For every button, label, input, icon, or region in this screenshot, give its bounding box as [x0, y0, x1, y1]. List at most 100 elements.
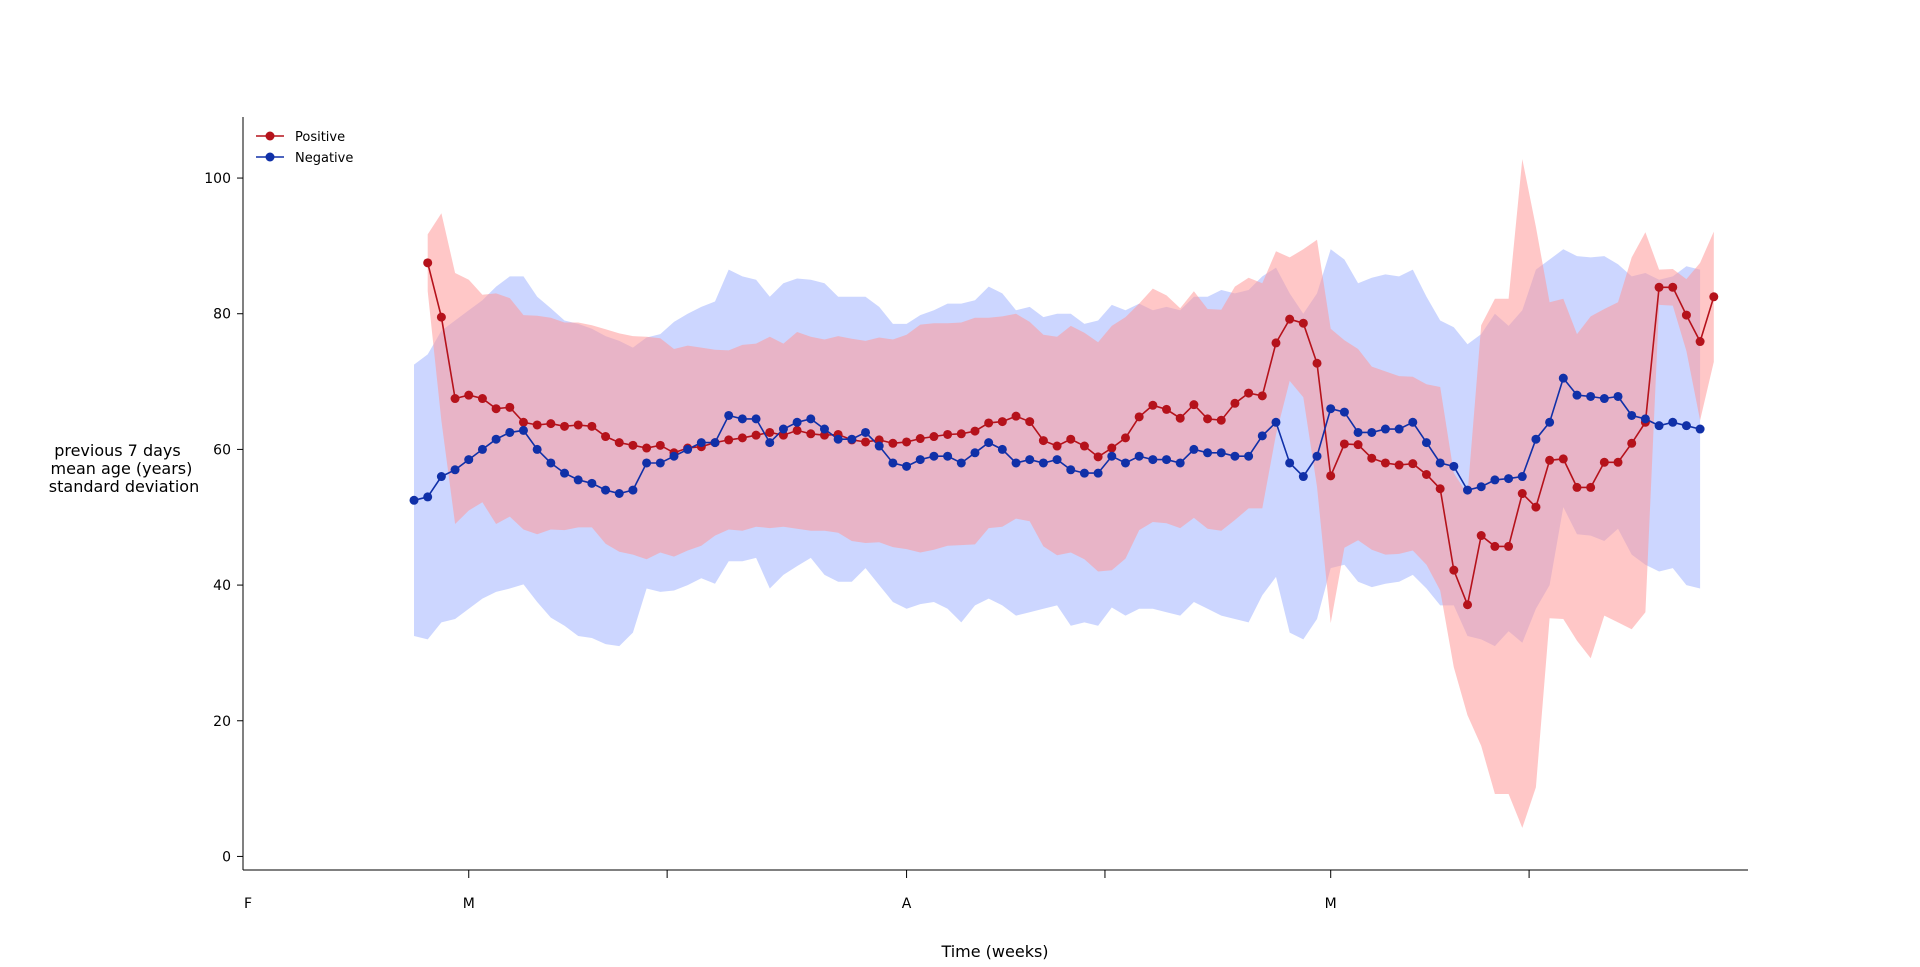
data-point-negative	[518, 425, 528, 435]
data-point-negative	[1627, 410, 1637, 420]
data-point-positive	[587, 421, 597, 431]
data-point-negative	[710, 438, 720, 448]
data-point-negative	[1079, 468, 1089, 478]
data-point-negative	[1640, 414, 1650, 424]
data-point-negative	[683, 444, 693, 454]
data-point-positive	[737, 433, 747, 443]
data-point-positive	[423, 258, 433, 268]
data-point-negative	[587, 478, 597, 488]
data-point-negative	[1572, 390, 1582, 400]
data-point-positive	[1230, 398, 1240, 408]
data-point-negative	[1558, 373, 1568, 383]
data-point-positive	[1668, 282, 1678, 292]
data-point-positive	[765, 427, 775, 437]
data-point-negative	[1107, 451, 1117, 461]
data-point-positive	[970, 426, 980, 436]
data-point-negative	[778, 424, 788, 434]
data-point-negative	[806, 414, 816, 424]
data-point-negative	[1230, 451, 1240, 461]
y-axis-title-line-1: previous 7 days	[54, 441, 181, 460]
data-point-positive	[1312, 358, 1322, 368]
legend-item-positive: Positive	[256, 130, 345, 145]
y-tick-label: 40	[213, 578, 231, 594]
data-point-negative	[1285, 458, 1295, 468]
data-point-positive	[1093, 452, 1103, 462]
data-point-negative	[1298, 472, 1308, 482]
data-point-positive	[464, 390, 474, 400]
data-point-positive	[1353, 440, 1363, 450]
y-tick-label: 80	[213, 307, 231, 323]
data-point-positive	[1572, 482, 1582, 492]
data-point-negative	[1504, 474, 1514, 484]
data-point-positive	[1367, 453, 1377, 463]
data-point-positive	[1298, 318, 1308, 328]
data-point-negative	[819, 424, 829, 434]
data-point-negative	[1531, 434, 1541, 444]
data-point-positive	[1216, 415, 1226, 425]
data-point-positive	[560, 421, 570, 431]
data-point-positive	[1025, 417, 1035, 427]
data-point-negative	[505, 427, 515, 437]
data-point-negative	[984, 438, 994, 448]
data-point-negative	[1353, 427, 1363, 437]
x-tick-label: A	[902, 896, 912, 912]
data-point-positive	[1175, 413, 1185, 423]
data-point-positive	[628, 440, 638, 450]
data-point-positive	[532, 420, 542, 430]
data-point-negative	[1517, 472, 1527, 482]
data-point-positive	[888, 438, 898, 448]
data-point-negative	[1449, 461, 1459, 471]
data-point-negative	[696, 438, 706, 448]
data-point-positive	[491, 404, 501, 414]
data-point-negative	[1435, 458, 1445, 468]
data-point-negative	[450, 465, 460, 475]
data-point-negative	[1038, 458, 1048, 468]
y-tick-label: 20	[213, 714, 231, 730]
data-point-negative	[1312, 451, 1322, 461]
data-point-positive	[997, 417, 1007, 427]
data-point-positive	[614, 438, 624, 448]
data-point-negative	[1695, 424, 1705, 434]
data-point-negative	[1654, 421, 1664, 431]
y-axis: 0 20 40 60 80 100	[204, 117, 244, 870]
data-point-positive	[1681, 310, 1691, 320]
data-point-negative	[1066, 465, 1076, 475]
data-point-negative	[956, 458, 966, 468]
data-point-negative	[1394, 424, 1404, 434]
data-point-positive	[1504, 541, 1514, 551]
data-point-positive	[861, 437, 871, 447]
data-point-negative	[1339, 407, 1349, 417]
data-point-positive	[915, 434, 925, 444]
data-point-positive	[1463, 600, 1473, 610]
data-point-positive	[1285, 314, 1295, 324]
data-point-negative	[970, 448, 980, 458]
data-point-positive	[1339, 439, 1349, 449]
data-point-negative	[1257, 431, 1267, 441]
data-point-negative	[1093, 468, 1103, 478]
data-point-positive	[450, 394, 460, 404]
data-point-positive	[902, 437, 912, 447]
data-point-positive	[1421, 470, 1431, 480]
data-point-negative	[997, 444, 1007, 454]
data-point-negative	[874, 441, 884, 451]
data-point-negative	[1025, 455, 1035, 465]
data-point-negative	[1120, 458, 1130, 468]
data-point-positive	[1244, 388, 1254, 398]
data-point-negative	[1599, 394, 1609, 404]
data-point-negative	[628, 485, 638, 495]
data-point-positive	[518, 417, 528, 427]
data-point-positive	[1326, 471, 1336, 481]
data-point-positive	[1558, 454, 1568, 464]
data-point-negative	[601, 485, 611, 495]
data-point-negative	[847, 434, 857, 444]
x-tick-label: M	[1325, 896, 1337, 912]
data-point-positive	[956, 429, 966, 439]
data-point-negative	[655, 458, 665, 468]
data-point-negative	[1148, 455, 1158, 465]
data-point-positive	[1586, 482, 1596, 492]
data-point-negative	[1244, 451, 1254, 461]
data-point-positive	[1545, 455, 1555, 465]
